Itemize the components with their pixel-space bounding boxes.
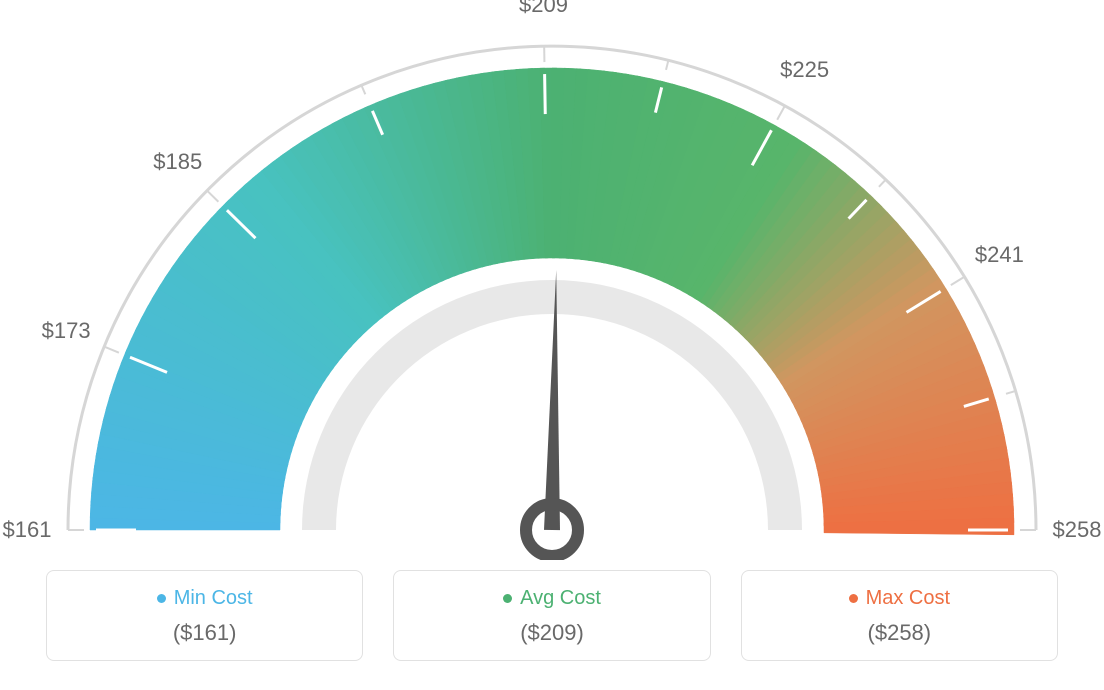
- legend-row: Min Cost ($161) Avg Cost ($209) Max Cost…: [0, 570, 1104, 661]
- legend-card-max: Max Cost ($258): [741, 570, 1058, 661]
- legend-label: Max Cost: [866, 587, 950, 610]
- gauge-tick-label: $241: [975, 242, 1024, 268]
- gauge-tick-label: $258: [1053, 517, 1102, 543]
- legend-value: ($258): [752, 620, 1047, 646]
- legend-value: ($161): [57, 620, 352, 646]
- dot-icon: [503, 594, 512, 603]
- legend-card-avg: Avg Cost ($209): [393, 570, 710, 661]
- legend-title-avg: Avg Cost: [503, 587, 601, 610]
- gauge-tick-label: $225: [780, 57, 829, 83]
- dot-icon: [157, 594, 166, 603]
- dot-icon: [849, 594, 858, 603]
- legend-label: Min Cost: [174, 587, 253, 610]
- legend-value: ($209): [404, 620, 699, 646]
- legend-label: Avg Cost: [520, 587, 601, 610]
- legend-card-min: Min Cost ($161): [46, 570, 363, 661]
- gauge-svg: [0, 0, 1104, 560]
- gauge-tick-label: $185: [153, 149, 202, 175]
- gauge-tick-label: $209: [519, 0, 568, 18]
- gauge-tick-label: $161: [3, 517, 52, 543]
- gauge-chart: $161 $173 $185 $209 $225 $241 $258: [0, 0, 1104, 560]
- legend-title-min: Min Cost: [157, 587, 253, 610]
- legend-title-max: Max Cost: [849, 587, 950, 610]
- gauge-tick-label: $173: [42, 318, 91, 344]
